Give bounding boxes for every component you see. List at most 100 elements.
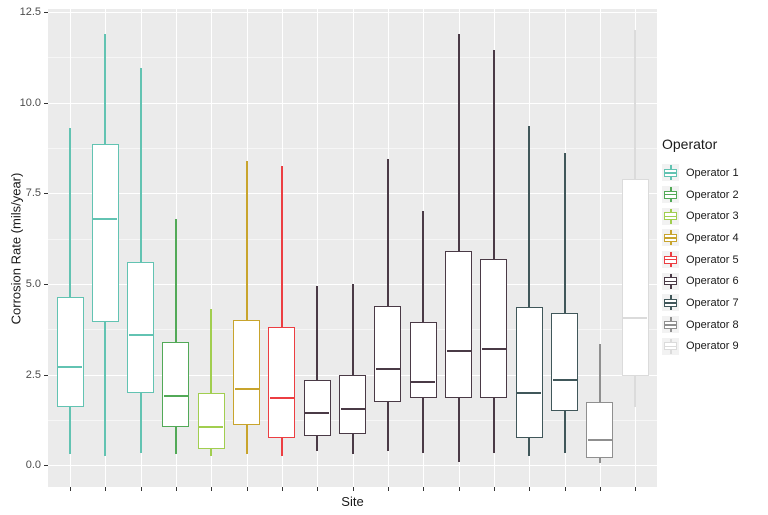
boxplot-key-icon [662, 337, 679, 355]
boxplot-box [303, 380, 331, 437]
gridline-major [48, 11, 657, 13]
boxplot-median [411, 380, 436, 383]
boxplot-median [340, 408, 365, 411]
boxplot-median [552, 379, 577, 381]
boxplot-median [199, 426, 224, 429]
key-median [664, 323, 677, 326]
key-median [664, 193, 677, 196]
boxplot-whisker [174, 218, 177, 455]
boxplot-median [623, 317, 648, 320]
boxplot-whisker [280, 166, 283, 457]
boxplot-whisker [69, 127, 71, 455]
boxplot-median [58, 366, 82, 369]
boxplot-whisker [210, 309, 213, 457]
boxplot-key-icon [662, 272, 679, 290]
boxplot-key-icon [662, 251, 679, 269]
boxplot-median [517, 391, 542, 394]
legend-entry: Operator 4 [660, 227, 768, 249]
y-tick-mark [44, 11, 48, 13]
x-tick-mark [105, 487, 107, 491]
boxplot-box [409, 321, 437, 399]
boxplot-box [162, 341, 190, 428]
gridline-vertical [317, 9, 319, 487]
legend-entry-label: Operator 5 [686, 253, 739, 266]
boxplot-key-icon [662, 164, 679, 182]
boxplot-key-icon [662, 229, 679, 247]
legend-entries: Operator 1 Operator 2 Operator 3 Operator 4… [660, 162, 768, 357]
gridline-vertical [599, 9, 601, 487]
legend-entry: Operator 8 [660, 314, 768, 336]
legend-entry-label: Operator 1 [686, 166, 739, 179]
x-tick-mark [493, 487, 495, 491]
y-tick-mark [44, 283, 48, 285]
boxplot-box [586, 401, 614, 458]
boxplot-box [515, 307, 543, 439]
y-axis-title: Corrosion Rate (mils/year) [8, 172, 24, 325]
boxplot-median [128, 333, 153, 336]
boxplot-box [551, 312, 579, 411]
boxplot-median [446, 349, 471, 352]
x-tick-mark [281, 487, 283, 491]
boxplot-box [621, 178, 649, 377]
x-axis-title: Site [341, 494, 364, 509]
y-tick-mark [44, 374, 48, 376]
y-tick-label: 0.0 [25, 459, 41, 472]
gridline-major [48, 193, 657, 195]
x-tick-mark [175, 487, 177, 491]
boxplot-key-icon [662, 294, 679, 312]
key-median [664, 172, 677, 174]
legend-entry: Operator 6 [660, 270, 768, 292]
boxplot-key-icon [662, 186, 679, 204]
x-tick-mark [635, 487, 637, 491]
key-median [664, 258, 677, 261]
boxplot-whisker [386, 158, 389, 451]
boxplot-median [93, 217, 118, 220]
x-tick-mark [458, 487, 460, 491]
boxplot-whisker [245, 160, 248, 455]
y-tick-label: 7.5 [25, 187, 41, 200]
x-tick-mark [70, 487, 71, 491]
boxplot-whisker [316, 285, 319, 451]
boxplot-box [127, 262, 155, 393]
boxplot-median [163, 395, 188, 398]
legend-entry-label: Operator 8 [686, 318, 739, 331]
boxplot-whisker [139, 68, 142, 453]
boxplot-box [480, 258, 508, 399]
boxplot-box [197, 392, 225, 449]
key-median [664, 237, 677, 239]
x-tick-mark [387, 487, 389, 491]
legend-entry: Operator 7 [660, 292, 768, 314]
key-median [664, 280, 677, 283]
x-tick-mark [529, 487, 531, 491]
legend-entry-label: Operator 7 [686, 296, 739, 309]
boxplot-box [233, 320, 261, 426]
legend-entry-label: Operator 6 [686, 275, 739, 288]
legend-entry-label: Operator 3 [686, 210, 739, 223]
y-tick-label: 12.5 [19, 5, 41, 18]
boxplot-box [374, 305, 402, 402]
legend-entry-label: Operator 4 [686, 231, 739, 244]
legend-entry: Operator 1 [660, 162, 768, 184]
boxplot-box [268, 327, 296, 439]
boxplot-whisker [528, 126, 531, 457]
boxplot-median [305, 411, 330, 414]
legend-title: Operator [662, 136, 718, 152]
boxplot-whisker [457, 33, 460, 462]
key-median [664, 215, 677, 218]
boxplot-box [445, 251, 473, 399]
key-median [664, 302, 677, 304]
boxplot-whisker [351, 283, 354, 455]
gridline-minor [48, 57, 657, 59]
boxplot-whisker [563, 153, 566, 453]
boxplot-box [56, 296, 84, 408]
boxplot-key-icon [662, 316, 679, 334]
y-tick-label: 5.0 [25, 277, 41, 290]
gridline-major [48, 465, 657, 467]
boxplot-median [375, 368, 400, 371]
gridline-minor [48, 147, 657, 149]
x-tick-mark [599, 487, 601, 491]
legend-entry: Operator 5 [660, 249, 768, 271]
x-tick-mark [246, 487, 248, 491]
